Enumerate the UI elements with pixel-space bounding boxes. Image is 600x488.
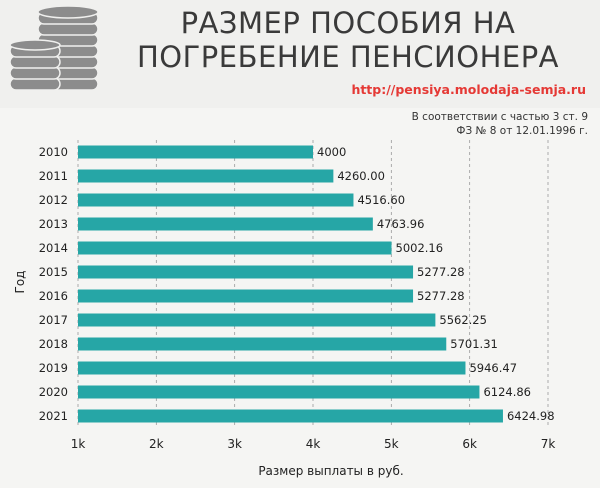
x-tick-label: 6k: [462, 437, 477, 451]
x-tick-label: 1k: [71, 437, 86, 451]
y-tick-label: 2020: [39, 385, 68, 399]
value-label: 5277.28: [417, 289, 465, 303]
bar-2016: [78, 289, 414, 303]
y-tick-label: 2015: [39, 265, 68, 279]
legal-note: В соответствии с частью 3 ст. 9 ФЗ № 8 о…: [288, 110, 588, 138]
bar-2017: [78, 313, 436, 327]
y-tick-label: 2012: [39, 193, 68, 207]
value-label: 5946.47: [469, 361, 517, 375]
bar-2015: [78, 265, 414, 279]
value-label: 6124.86: [483, 385, 531, 399]
y-tick-label: 2016: [39, 289, 68, 303]
x-tick-label: 7k: [541, 437, 556, 451]
y-tick-label: 2010: [39, 145, 68, 159]
x-tick-label: 4k: [306, 437, 321, 451]
bar-2020: [78, 385, 480, 399]
value-label: 6424.98: [507, 409, 555, 423]
legal-note-line-1: В соответствии с частью 3 ст. 9: [411, 111, 588, 123]
bar-2018: [78, 337, 447, 351]
bar-2013: [78, 217, 373, 231]
bar-2014: [78, 241, 392, 255]
page-title: РАЗМЕР ПОСОБИЯ НА ПОГРЕБЕНИЕ ПЕНСИОНЕРА: [108, 6, 588, 74]
y-tick-label: 2018: [39, 337, 68, 351]
bar-2010: [78, 145, 313, 159]
coin-stack-icon: [9, 5, 99, 91]
value-label: 5562.25: [439, 313, 487, 327]
value-label: 5002.16: [396, 241, 444, 255]
legal-note-line-2: ФЗ № 8 от 12.01.1996 г.: [456, 125, 588, 137]
chart-x-tick-labels: 1k 2k 3k 4k 5k 6k 7k: [71, 437, 556, 451]
x-axis-label: Размер выплаты в руб.: [258, 464, 403, 478]
y-tick-label: 2011: [39, 169, 68, 183]
title-line-1: РАЗМЕР ПОСОБИЯ НА: [180, 6, 516, 40]
y-tick-label: 2014: [39, 241, 68, 255]
y-tick-label: 2013: [39, 217, 68, 231]
bar-2019: [78, 361, 466, 375]
title-line-2: ПОГРЕБЕНИЕ ПЕНСИОНЕРА: [136, 40, 560, 74]
source-url: http://pensiya.molodaja-semja.ru: [351, 82, 586, 97]
value-label: 4763.96: [377, 217, 425, 231]
x-tick-label: 3k: [227, 437, 242, 451]
header: РАЗМЕР ПОСОБИЯ НА ПОГРЕБЕНИЕ ПЕНСИОНЕРА …: [0, 0, 600, 108]
x-tick-label: 2k: [149, 437, 164, 451]
value-label: 5701.31: [450, 337, 498, 351]
bar-2012: [78, 193, 354, 207]
chart-bars: [78, 145, 503, 423]
x-tick-label: 5k: [384, 437, 399, 451]
y-tick-label: 2017: [39, 313, 68, 327]
value-label: 4260.00: [337, 169, 385, 183]
chart-y-tick-labels: 2010 2011 2012 2013 2014 2015 2016 2017 2018 2019…: [39, 145, 68, 423]
chart-grid: [77, 140, 549, 428]
value-label: 5277.28: [417, 265, 465, 279]
bar-2011: [78, 169, 334, 183]
bar-2021: [78, 409, 503, 423]
y-tick-label: 2019: [39, 361, 68, 375]
chart-value-labels: 4000 4260.00 4516.60 4763.96 5002.16 5277.28 5…: [317, 145, 555, 423]
y-axis-label: Год: [13, 271, 27, 294]
y-tick-label: 2021: [39, 409, 68, 423]
value-label: 4516.60: [357, 193, 405, 207]
value-label: 4000: [317, 145, 346, 159]
